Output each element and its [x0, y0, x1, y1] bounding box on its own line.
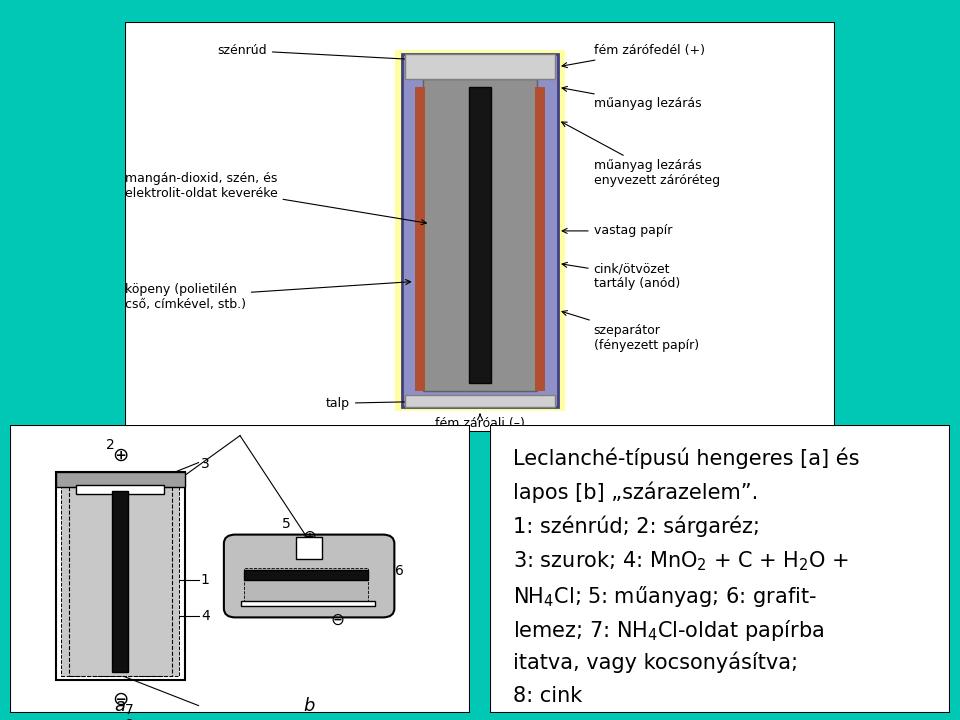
Bar [77, 485, 164, 494]
Text: a: a [114, 697, 126, 716]
Text: szeparátor
(fényezett papír): szeparátor (fényezett papír) [562, 310, 699, 351]
Text: $\ominus$: $\ominus$ [112, 690, 129, 708]
Text: $\ominus$: $\ominus$ [329, 611, 344, 629]
Text: fém zárófedél (+): fém zárófedél (+) [563, 44, 705, 68]
Text: 8: 8 [125, 719, 133, 720]
Text: 3: 3 [201, 456, 209, 471]
Text: $\oplus$: $\oplus$ [112, 446, 129, 465]
Text: 2: 2 [107, 438, 115, 451]
Bar [395, 50, 565, 412]
Bar [112, 491, 129, 672]
Bar [415, 87, 424, 391]
Text: mangán-dioxid, szén, és
elektrolit-oldat keveréke: mangán-dioxid, szén, és elektrolit-oldat… [125, 172, 426, 225]
Text: Leclanché-típusú hengeres [a] és: Leclanché-típusú hengeres [a] és [513, 448, 859, 469]
Bar [56, 472, 184, 487]
Bar [405, 395, 555, 408]
Text: talp: talp [326, 397, 433, 410]
Text: $\oplus$: $\oplus$ [301, 528, 317, 546]
FancyBboxPatch shape [490, 425, 950, 713]
Text: köpeny (polietilén
cső, címkével, stb.): köpeny (polietilén cső, címkével, stb.) [125, 279, 411, 310]
FancyBboxPatch shape [125, 22, 835, 432]
Text: b: b [303, 697, 315, 716]
Text: cink/ötvözet
tartály (anód): cink/ötvözet tartály (anód) [563, 262, 680, 290]
Text: 1: 1 [201, 572, 209, 587]
Text: 5: 5 [281, 517, 291, 531]
Text: 7: 7 [125, 703, 133, 717]
Text: 1: szénrúd; 2: sárgaréz;: 1: szénrúd; 2: sárgaréz; [513, 516, 759, 537]
Bar [423, 79, 537, 391]
FancyBboxPatch shape [10, 425, 470, 713]
Bar [61, 487, 180, 676]
Text: műanyag lezárás: műanyag lezárás [563, 86, 702, 110]
Text: lemez; 7: NH$_4$Cl-oldat papírba: lemez; 7: NH$_4$Cl-oldat papírba [513, 618, 824, 643]
Text: 4: 4 [201, 608, 209, 623]
Text: 6: 6 [395, 564, 403, 577]
Bar [405, 55, 555, 79]
Bar [402, 55, 558, 408]
Bar [536, 87, 545, 391]
Text: műanyag lezárás
enyvezett záróréteg: műanyag lezárás enyvezett záróréteg [562, 122, 720, 187]
Bar [244, 570, 368, 580]
Bar [468, 87, 492, 383]
Bar [244, 568, 368, 602]
Text: NH$_4$Cl; 5: műanyag; 6: grafit-: NH$_4$Cl; 5: műanyag; 6: grafit- [513, 584, 817, 609]
Text: vastag papír: vastag papír [563, 225, 672, 238]
Bar [68, 487, 172, 676]
Text: 3: szurok; 4: MnO$_2$ + C + H$_2$O +: 3: szurok; 4: MnO$_2$ + C + H$_2$O + [513, 550, 849, 573]
Bar [56, 472, 184, 680]
Text: fém záróalj (–): fém záróalj (–) [435, 414, 525, 431]
Text: szénrúd: szénrúd [217, 44, 468, 65]
Text: itatva, vagy kocsonyásítva;: itatva, vagy kocsonyásítva; [513, 652, 798, 673]
Bar [297, 537, 322, 559]
Text: 8: cink: 8: cink [513, 685, 582, 706]
Text: lapos [b] „szárazelem”.: lapos [b] „szárazelem”. [513, 482, 757, 503]
FancyBboxPatch shape [224, 534, 395, 617]
Bar [241, 601, 374, 606]
